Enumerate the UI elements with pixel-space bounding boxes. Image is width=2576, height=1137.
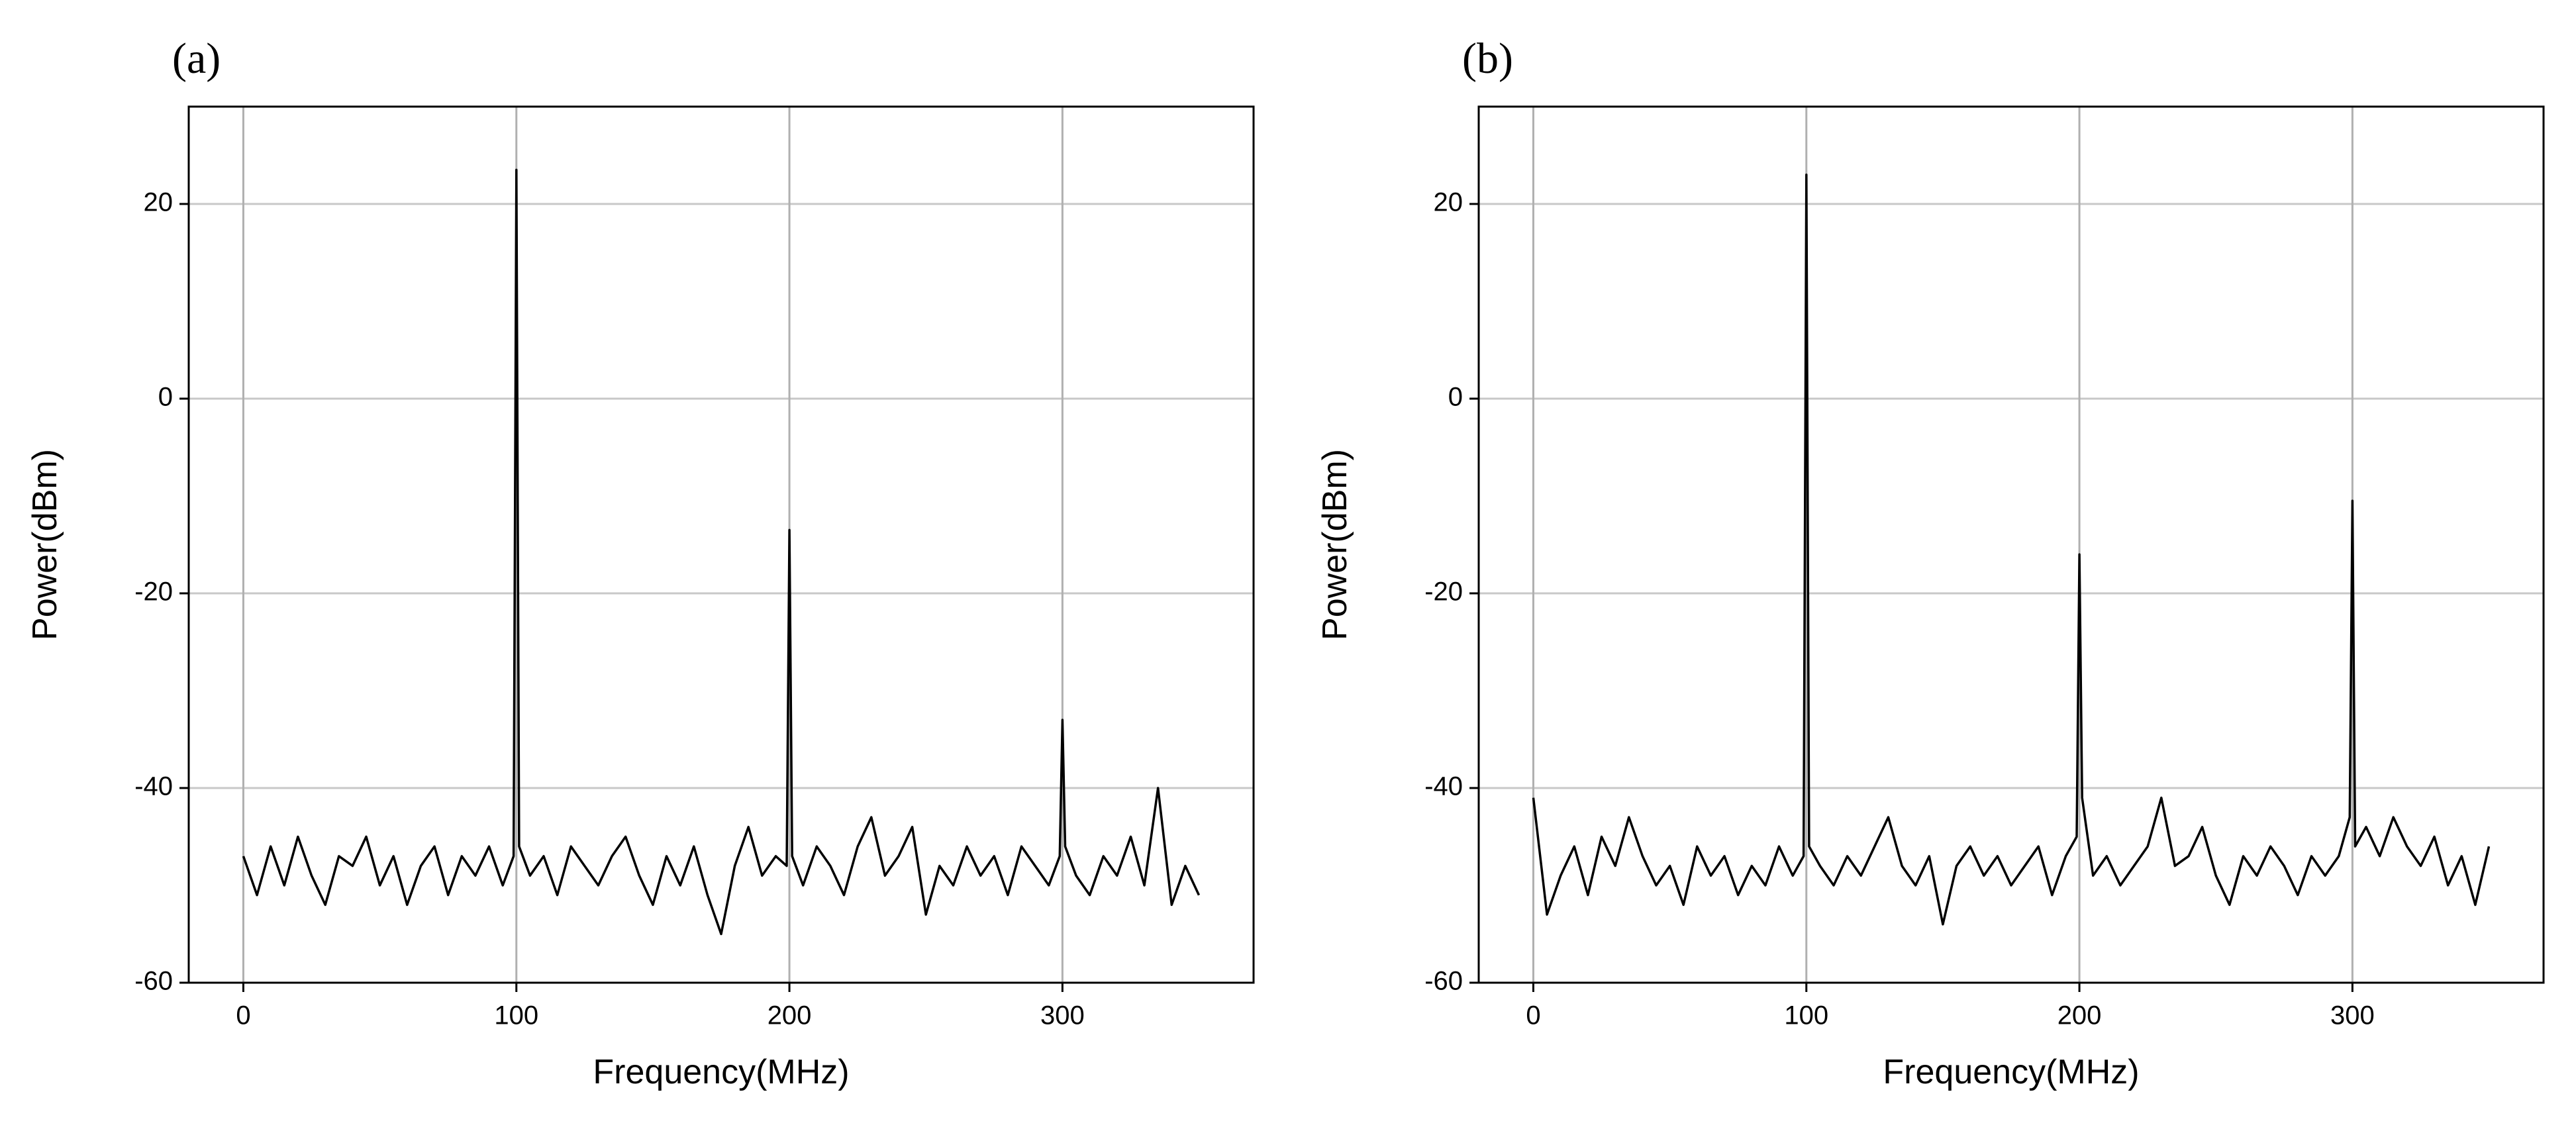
y-tick-label: -60 (134, 967, 173, 996)
panel-label: (b) (1462, 34, 1513, 83)
x-axis-title: Frequency(MHz) (1883, 1053, 2139, 1091)
y-tick-label: -60 (1424, 967, 1463, 996)
y-tick-label: 0 (1448, 383, 1463, 412)
y-tick-label: -20 (1424, 577, 1463, 607)
y-axis-title: Power(dBm) (26, 449, 64, 640)
x-tick-label: 300 (1040, 1001, 1085, 1030)
y-tick-label: -20 (134, 577, 173, 607)
x-tick-label: 200 (768, 1001, 812, 1030)
y-tick-label: 20 (1434, 188, 1463, 217)
y-tick-label: 0 (158, 383, 173, 412)
plot-frame (1477, 105, 2545, 984)
y-tick-label: -40 (1424, 772, 1463, 801)
x-tick-label: 0 (1526, 1001, 1540, 1030)
x-tick-label: 100 (494, 1001, 538, 1030)
x-axis-title: Frequency(MHz) (593, 1053, 849, 1091)
y-tick-label: -40 (134, 772, 173, 801)
panel-label: (a) (172, 34, 221, 83)
x-tick-label: 100 (1784, 1001, 1828, 1030)
spectrum-line (1532, 173, 2491, 926)
x-tick-label: 200 (2057, 1001, 2102, 1030)
y-axis-title: Power(dBm) (1316, 449, 1354, 640)
y-tick-label: 20 (144, 188, 173, 217)
plot-frame (187, 105, 1255, 984)
x-tick-label: 300 (2330, 1001, 2375, 1030)
x-tick-label: 0 (236, 1001, 250, 1030)
spectrum-line (242, 168, 1201, 936)
